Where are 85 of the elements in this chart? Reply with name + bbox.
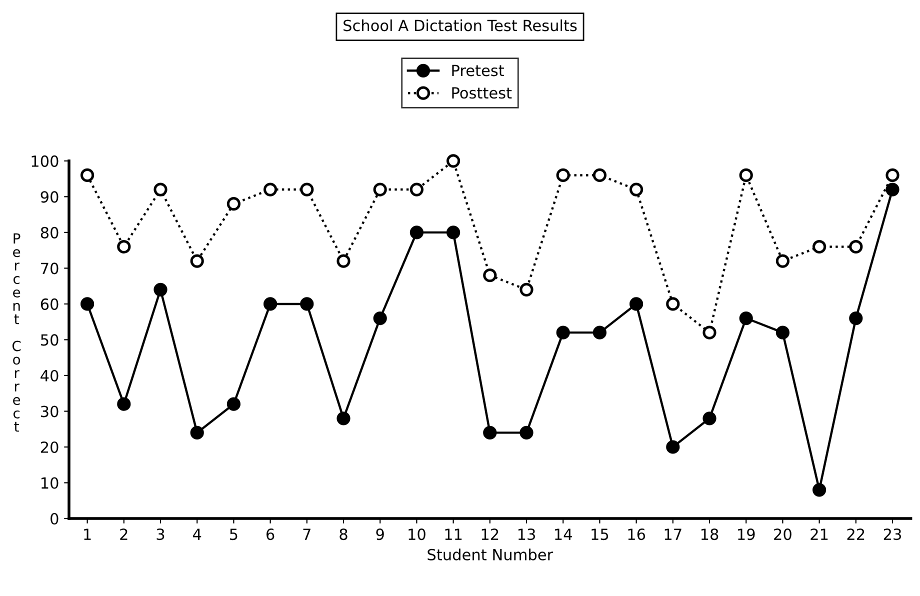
point bbox=[666, 440, 680, 454]
legend-label: Posttest bbox=[452, 87, 512, 99]
point bbox=[410, 226, 424, 240]
x-tick-label: 21 bbox=[810, 528, 828, 540]
x-tick-label: 5 bbox=[230, 528, 238, 540]
point bbox=[154, 182, 168, 196]
point bbox=[483, 268, 497, 282]
point bbox=[410, 182, 424, 196]
x-tick-label: 4 bbox=[192, 528, 202, 540]
x-tick-label: 23 bbox=[884, 528, 901, 540]
x-tick-label: 19 bbox=[738, 528, 755, 540]
y-tick-label: 50 bbox=[41, 334, 58, 346]
point bbox=[190, 426, 204, 440]
point bbox=[849, 240, 863, 254]
point bbox=[373, 182, 387, 196]
y-tick-label: 80 bbox=[40, 226, 58, 238]
point bbox=[739, 311, 753, 326]
y-tick-label: 70 bbox=[41, 262, 58, 274]
point bbox=[629, 297, 644, 311]
point bbox=[556, 326, 570, 340]
point bbox=[80, 168, 94, 182]
point bbox=[483, 426, 497, 440]
point bbox=[190, 254, 204, 268]
y-tick-label: 90 bbox=[40, 191, 58, 203]
point bbox=[154, 282, 168, 296]
y-tick-label: 60 bbox=[40, 298, 58, 310]
point bbox=[226, 197, 241, 211]
x-tick-label: 18 bbox=[701, 528, 718, 540]
chart-title: School A Dictation Test Results bbox=[344, 19, 577, 32]
y-tick-label: 40 bbox=[40, 370, 58, 382]
point bbox=[556, 168, 570, 182]
point bbox=[300, 182, 314, 196]
point bbox=[849, 311, 863, 326]
point bbox=[886, 182, 900, 196]
y-tick-label: 0 bbox=[50, 512, 58, 525]
x-axis-title: Student Number bbox=[428, 548, 554, 560]
point bbox=[886, 168, 900, 182]
point bbox=[776, 254, 790, 268]
x-tick-label: 1 bbox=[84, 528, 91, 540]
point bbox=[226, 397, 241, 411]
point bbox=[80, 297, 94, 311]
point bbox=[520, 282, 534, 296]
x-tick-label: 9 bbox=[376, 528, 384, 540]
x-tick-label: 14 bbox=[555, 528, 572, 540]
point bbox=[446, 154, 460, 168]
point bbox=[117, 397, 131, 411]
text: Percent Correct bbox=[12, 233, 21, 432]
point bbox=[702, 412, 716, 426]
point bbox=[592, 168, 607, 182]
x-tick-label: 16 bbox=[628, 528, 646, 540]
point bbox=[592, 326, 607, 340]
point bbox=[117, 240, 131, 254]
y-tick-label: 20 bbox=[40, 441, 58, 454]
x-tick-label: 13 bbox=[518, 528, 535, 540]
legend-label: Pretest bbox=[452, 64, 504, 76]
x-tick-label: 20 bbox=[774, 528, 792, 540]
x-tick-label: 12 bbox=[482, 528, 498, 540]
x-tick-label: 3 bbox=[156, 528, 164, 540]
point bbox=[520, 426, 534, 440]
x-tick-label: 22 bbox=[847, 528, 864, 540]
y-tick-label: 10 bbox=[42, 477, 58, 489]
point bbox=[446, 226, 460, 240]
point bbox=[666, 297, 680, 311]
point bbox=[812, 483, 826, 497]
point bbox=[336, 412, 350, 426]
point bbox=[263, 297, 278, 311]
point bbox=[739, 168, 753, 182]
point bbox=[336, 254, 350, 268]
x-tick-label: 17 bbox=[664, 528, 682, 540]
x-tick-label: 2 bbox=[120, 528, 128, 540]
point bbox=[629, 182, 644, 196]
x-tick-label: 10 bbox=[408, 528, 426, 540]
point bbox=[776, 326, 790, 340]
y-tick-label: 100 bbox=[32, 155, 58, 167]
x-tick-label: 6 bbox=[266, 528, 274, 540]
x-tick-label: 8 bbox=[340, 528, 348, 540]
x-tick-label: 15 bbox=[592, 528, 608, 540]
x-tick-label: 11 bbox=[445, 528, 462, 540]
point bbox=[300, 297, 314, 311]
point bbox=[263, 182, 278, 196]
x-tick-label: 7 bbox=[303, 528, 310, 540]
point bbox=[702, 326, 716, 340]
point bbox=[373, 311, 387, 326]
y-tick-label: 30 bbox=[41, 406, 58, 418]
point bbox=[812, 240, 826, 254]
